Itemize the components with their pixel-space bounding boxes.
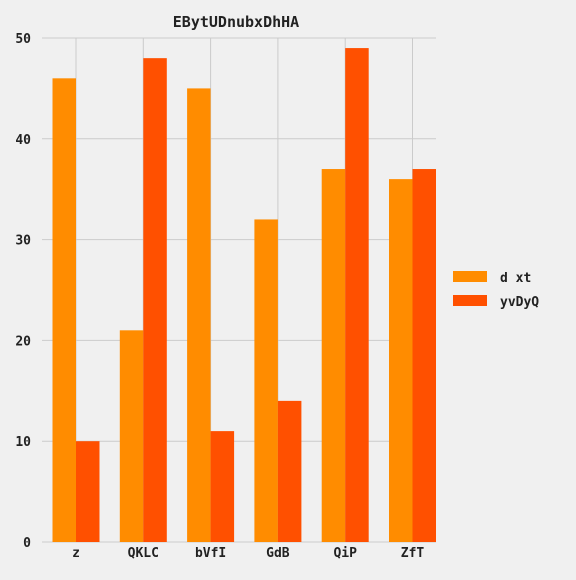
bar-series-2-ZfT bbox=[412, 169, 436, 543]
bar-series-1-GdB bbox=[254, 219, 278, 542]
chart-title: EBytUDnubxDhHA bbox=[173, 13, 299, 31]
y-tick-label: 30 bbox=[15, 234, 31, 249]
x-tick-label: z bbox=[72, 546, 80, 561]
bar-series-2-GdB bbox=[277, 400, 302, 542]
y-tick-label: 20 bbox=[15, 334, 31, 349]
x-tick-label: GdB bbox=[266, 546, 290, 561]
y-axis-ticks: 0 10 20 30 40 50 bbox=[15, 32, 31, 551]
bars-layer bbox=[52, 48, 436, 543]
legend-swatch bbox=[453, 295, 487, 306]
bar-series-1-QiP bbox=[321, 169, 346, 543]
bar-series-2-z bbox=[76, 441, 100, 542]
legend: d xt yvDyQ bbox=[453, 271, 539, 310]
x-tick-label: QKLC bbox=[128, 546, 159, 561]
bar-series-1-bVfI bbox=[187, 88, 211, 543]
y-tick-label: 50 bbox=[15, 32, 31, 47]
legend-swatch bbox=[453, 271, 487, 282]
legend-label: yvDyQ bbox=[500, 295, 539, 310]
y-tick-label: 0 bbox=[23, 536, 31, 551]
legend-label: d xt bbox=[500, 271, 531, 286]
bar-series-2-bVfI bbox=[210, 431, 235, 542]
bar-series-1-QKLC bbox=[119, 330, 144, 542]
bar-series-2-QKLC bbox=[143, 58, 167, 542]
bar-series-1-ZfT bbox=[389, 179, 413, 542]
bar-series-2-QiP bbox=[345, 48, 369, 543]
y-tick-label: 10 bbox=[15, 435, 31, 450]
x-tick-label: ZfT bbox=[401, 546, 425, 561]
x-tick-label: bVfI bbox=[195, 546, 226, 561]
bar-series-1-z bbox=[52, 78, 76, 542]
y-tick-label: 40 bbox=[15, 133, 31, 148]
x-axis-ticks: z QKLC bVfI GdB QiP ZfT bbox=[72, 546, 424, 561]
x-tick-label: QiP bbox=[333, 546, 357, 561]
